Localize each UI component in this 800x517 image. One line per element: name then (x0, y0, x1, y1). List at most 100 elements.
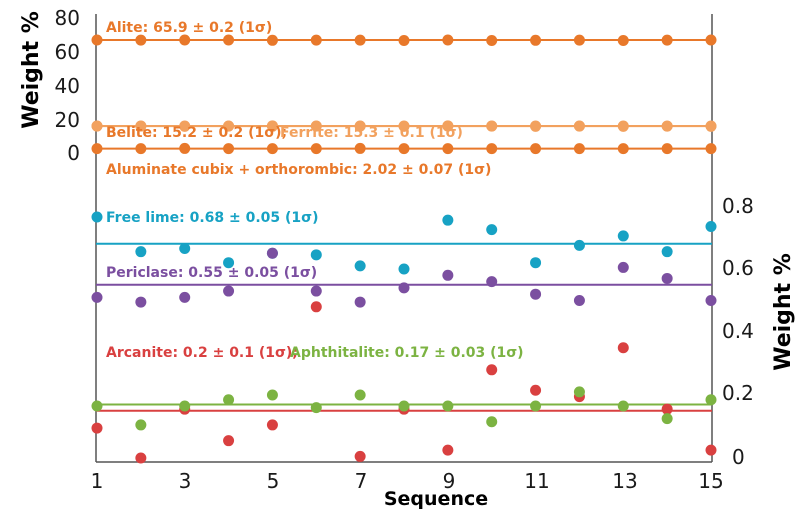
data-points (91, 34, 717, 464)
annotation-aphthitalite: Aphthitalite: 0.17 ± 0.03 (1σ) (290, 345, 524, 361)
point-aphthitalite (266, 389, 278, 401)
point-alite (354, 34, 366, 46)
point-periclase (266, 247, 278, 259)
point-ferrite (135, 120, 147, 132)
point-aluminate-cubic-orthorombic (442, 143, 454, 155)
point-free-lime (617, 230, 629, 242)
point-periclase (661, 272, 673, 284)
point-alite (486, 34, 498, 46)
point-aluminate-cubic-orthorombic (661, 143, 673, 155)
point-alite (223, 34, 235, 46)
right-tick-label: 0.8 (722, 194, 754, 218)
point-aphthitalite (398, 400, 410, 412)
annotation-arcanite: Arcanite: 0.2 ± 0.1 (1σ); (106, 345, 298, 361)
point-aluminate-cubic-orthorombic (354, 142, 366, 154)
point-aluminate-cubic-orthorombic (223, 143, 235, 155)
point-aphthitalite (310, 402, 322, 414)
point-alite (266, 34, 278, 46)
point-alite (135, 34, 147, 46)
annotation-free-lime: Free lime: 0.68 ± 0.05 (1σ) (106, 210, 318, 226)
point-ferrite (617, 120, 629, 132)
x-tick-label: 13 (612, 469, 637, 493)
point-aluminate-cubic-orthorombic (310, 143, 322, 155)
x-axis-title: Sequence (384, 488, 488, 510)
point-aphthitalite (573, 386, 585, 398)
point-aphthitalite (442, 400, 454, 412)
point-alite (310, 34, 322, 46)
point-periclase (442, 269, 454, 281)
annotations: Alite: 65.9 ± 0.2 (1σ) Belite: 15.2 ± 0.… (106, 20, 524, 361)
point-arcanite (266, 419, 278, 431)
right-axis-title: Weight % (771, 253, 796, 371)
point-free-lime (179, 243, 191, 255)
point-ferrite (91, 120, 103, 132)
left-tick-label: 40 (55, 74, 80, 98)
point-aluminate-cubic-orthorombic (135, 143, 147, 155)
point-aphthitalite (354, 389, 366, 401)
point-periclase (354, 296, 366, 308)
point-aphthitalite (486, 416, 498, 428)
right-tick-label: 0.2 (722, 381, 754, 405)
point-ferrite (223, 120, 235, 132)
point-alite (661, 34, 673, 46)
point-arcanite (486, 364, 498, 376)
x-axis-ticks: 1 3 5 7 9 11 13 15 (91, 469, 724, 493)
point-aphthitalite (135, 419, 147, 431)
x-tick-label: 3 (179, 469, 192, 493)
point-periclase (530, 288, 542, 300)
point-ferrite (530, 120, 542, 132)
point-aluminate-cubic-orthorombic (91, 143, 103, 155)
point-free-lime (442, 214, 454, 226)
point-aphthitalite (179, 400, 191, 412)
point-aluminate-cubic-orthorombic (398, 143, 410, 155)
x-tick-label: 9 (443, 469, 456, 493)
left-axis-ticks: 80 60 40 20 0 (55, 6, 80, 165)
point-free-lime (705, 220, 717, 232)
x-tick-label: 15 (698, 469, 723, 493)
annotation-belite: Belite: 15.2 ± 0.2 (1σ); (106, 125, 287, 141)
point-free-lime (398, 263, 410, 275)
point-periclase (91, 291, 103, 303)
point-arcanite (135, 452, 147, 464)
point-ferrite (486, 120, 498, 132)
point-ferrite (179, 120, 191, 132)
point-ferrite (442, 120, 454, 132)
point-periclase (573, 295, 585, 306)
point-arcanite (91, 422, 103, 434)
point-arcanite (310, 301, 322, 313)
point-alite (442, 34, 454, 46)
point-aluminate-cubic-orthorombic (179, 142, 191, 154)
point-aphthitalite (530, 400, 542, 412)
right-tick-label: 0 (732, 445, 745, 469)
point-arcanite (442, 444, 454, 456)
left-tick-label: 20 (55, 108, 80, 132)
point-aluminate-cubic-orthorombic (266, 143, 278, 155)
point-alite (573, 34, 585, 46)
right-axis-ticks: 0.8 0.6 0.4 0.2 0 (722, 194, 754, 469)
x-tick-label: 5 (267, 469, 280, 493)
point-periclase (617, 261, 629, 273)
point-free-lime (486, 224, 498, 236)
point-alite (530, 34, 542, 46)
point-periclase (398, 282, 410, 294)
point-free-lime (223, 257, 235, 269)
point-free-lime (91, 211, 103, 223)
annotation-aluminate: Aluminate cubix + orthorombic: 2.02 ± 0.… (106, 162, 491, 178)
point-ferrite (354, 120, 366, 132)
left-tick-label: 0 (67, 141, 80, 165)
point-aphthitalite (91, 400, 103, 412)
point-periclase (310, 285, 322, 297)
point-free-lime (573, 239, 585, 251)
x-tick-label: 11 (524, 469, 549, 493)
point-free-lime (135, 246, 147, 258)
left-axis-title: Weight % (19, 11, 44, 129)
point-aluminate-cubic-orthorombic (617, 143, 629, 155)
point-free-lime (354, 260, 366, 272)
point-periclase (486, 276, 498, 288)
point-periclase (223, 285, 235, 297)
point-aluminate-cubic-orthorombic (705, 143, 717, 155)
point-aluminate-cubic-orthorombic (486, 143, 498, 155)
point-arcanite (223, 435, 235, 447)
right-tick-label: 0.6 (722, 256, 754, 280)
